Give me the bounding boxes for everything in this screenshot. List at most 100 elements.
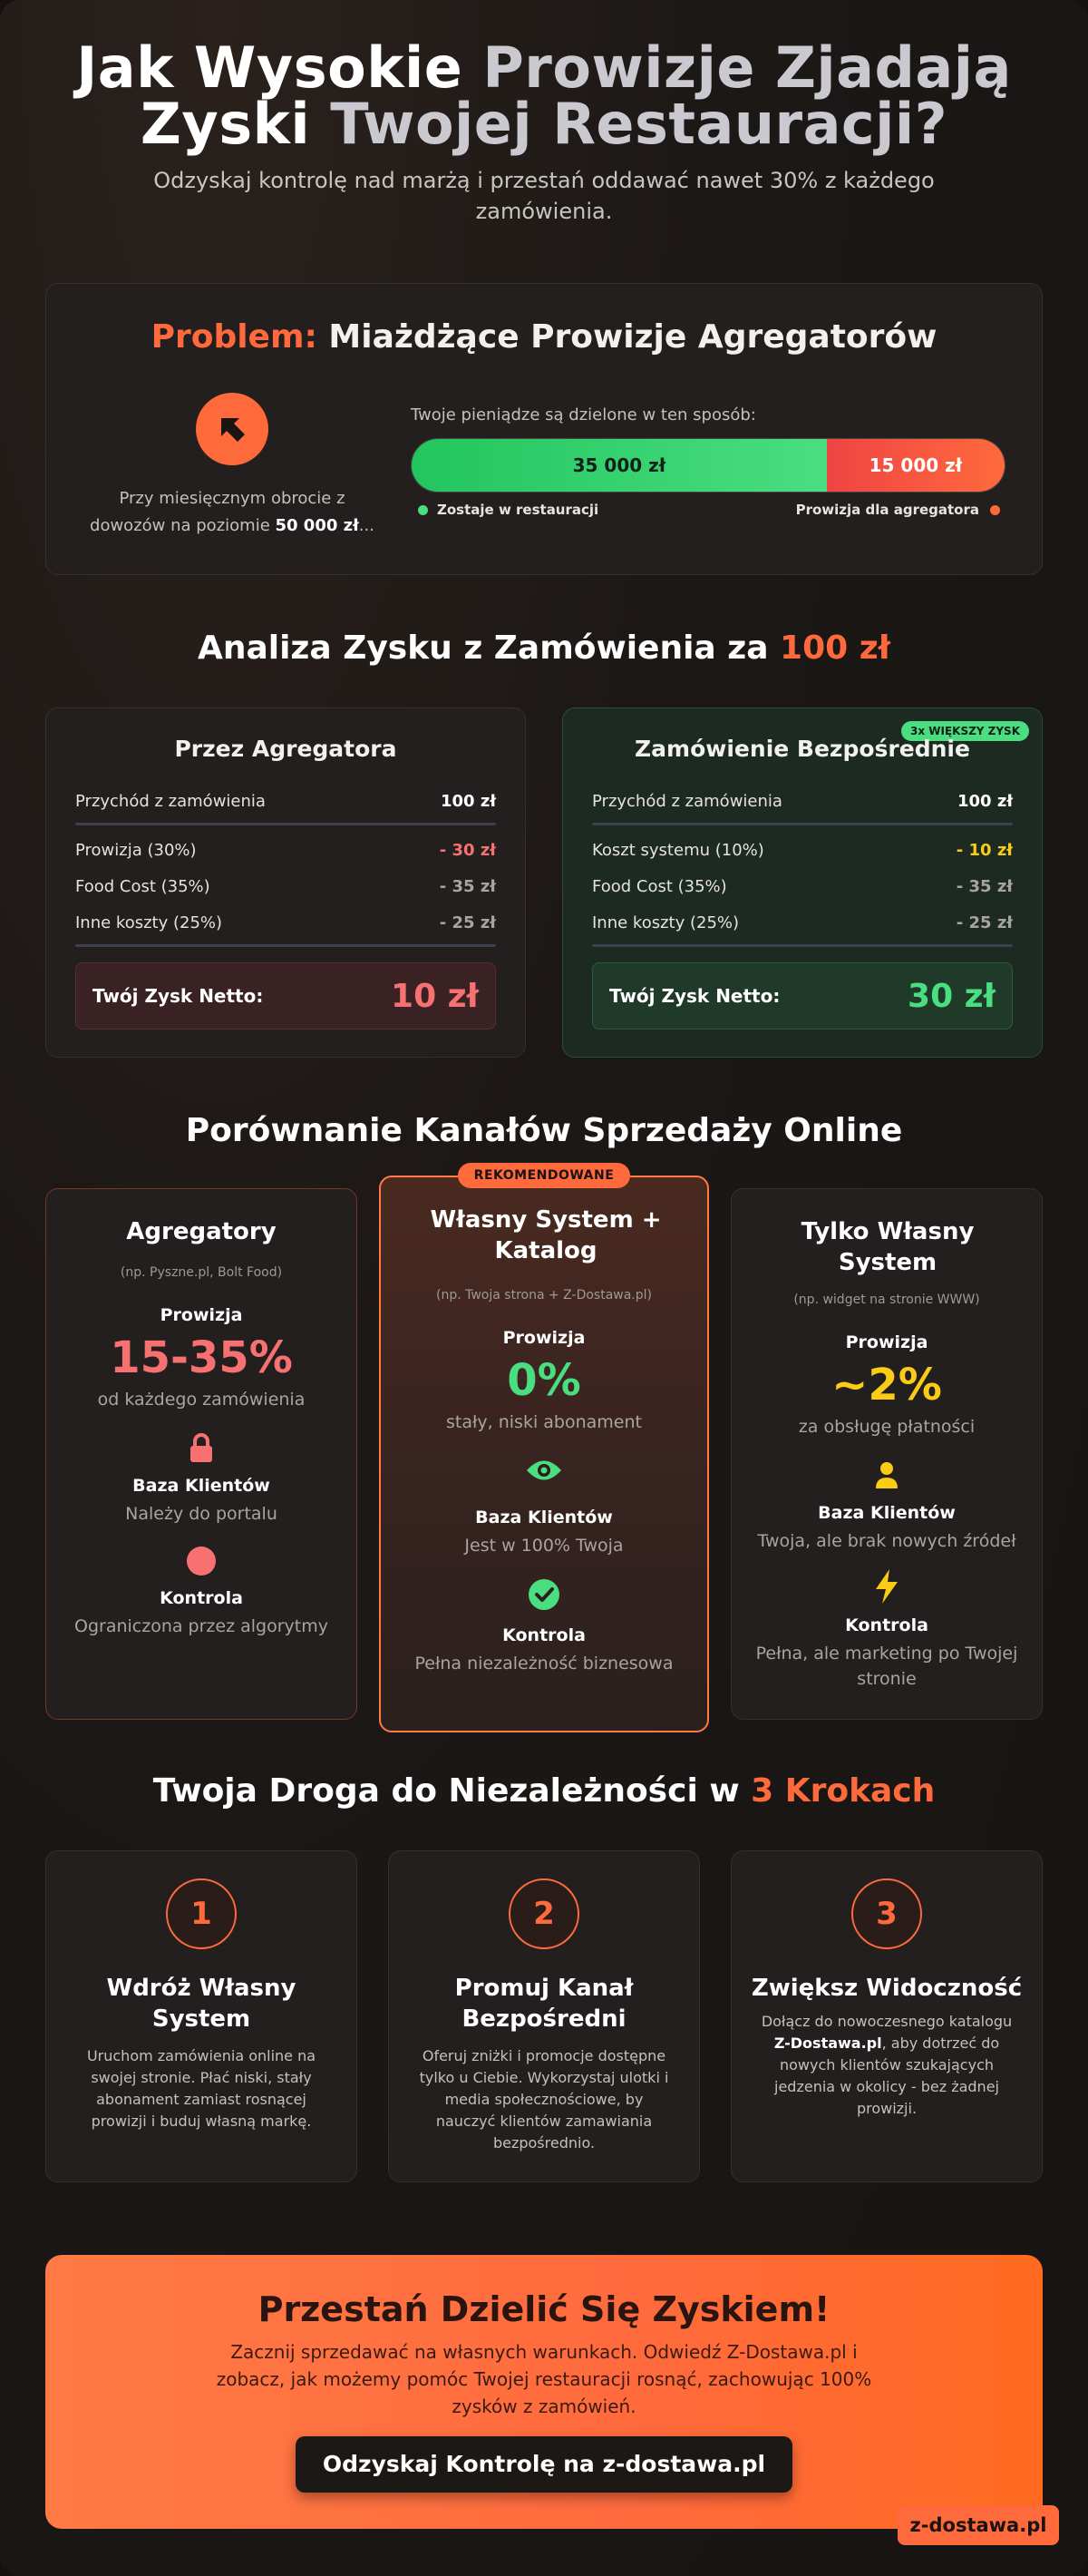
- step-text-part: , aby dotrzeć do nowych klientów szukają…: [774, 2034, 1000, 2117]
- channel-card-aggregators: Agregatory (np. Pyszne.pl, Bolt Food) Pr…: [45, 1188, 357, 1720]
- row-label: Przychód z zamówienia: [592, 792, 782, 811]
- aggregator-share: 15 000 zł: [826, 439, 1005, 492]
- row-value: 100 zł: [441, 792, 496, 811]
- channel-note: (np. Twoja strona + Z-Dostawa.pl): [436, 1288, 652, 1303]
- divider: [592, 944, 1013, 947]
- aggregator-analysis-card: Przez Agregatora Przychód z zamówienia 10…: [45, 707, 526, 1058]
- step-number: 3: [851, 1878, 922, 1949]
- row-label: Inne koszty (25%): [592, 913, 740, 932]
- channel-title: Tylko Własny System: [801, 1218, 975, 1276]
- direct-analysis-card: 3x WIĘKSZY ZYSK Zamówienie Bezpośrednie …: [562, 707, 1043, 1058]
- analysis-row: Koszt systemu (10%) - 10 zł: [592, 841, 1013, 860]
- net-profit-label: Twój Zysk Netto:: [609, 985, 781, 1007]
- row-value: - 10 zł: [956, 841, 1013, 860]
- divider: [75, 944, 496, 947]
- page-subtitle: Odzyskaj kontrolę nad marżą i przestań o…: [153, 168, 935, 224]
- heading-text: Twoja Droga do Niezależności w: [152, 1772, 752, 1810]
- problem-text-ellipsis: ...: [358, 516, 374, 535]
- problem-card: Problem: Miażdżące Prowizje Agregatorów …: [45, 283, 1043, 575]
- heading-accent: 3 Krokach: [751, 1772, 936, 1810]
- legend-restaurant: Zostaje w restauracji: [418, 502, 598, 518]
- green-dot-icon: [418, 505, 428, 515]
- net-profit-value: 30 zł: [908, 977, 996, 1015]
- check-circle-icon: [528, 1578, 560, 1611]
- card-title: Przez Agregatora: [174, 736, 397, 762]
- channel-note: (np. Pyszne.pl, Bolt Food): [120, 1265, 283, 1280]
- base-desc: Należy do portalu: [125, 1504, 277, 1524]
- commission-desc: za obsługę płatności: [798, 1417, 976, 1437]
- commission-label: Prowizja: [160, 1305, 243, 1325]
- step-number: 1: [166, 1878, 237, 1949]
- row-label: Inne koszty (25%): [75, 913, 223, 932]
- row-label: Food Cost (35%): [75, 877, 210, 896]
- legend-aggregator: Prowizja dla agregatora: [796, 502, 1000, 518]
- net-profit-label: Twój Zysk Netto:: [92, 985, 264, 1007]
- cta-title: Przestań Dzielić Się Zyskiem!: [257, 2289, 831, 2329]
- analysis-row: Food Cost (35%) - 35 zł: [592, 877, 1013, 896]
- step-card-2: 2 Promuj Kanał Bezpośredni Oferuj zniżki…: [388, 1850, 700, 2182]
- heading-accent: 100 zł: [780, 629, 891, 667]
- row-label: Food Cost (35%): [592, 877, 727, 896]
- bolt-icon: [870, 1568, 903, 1605]
- channel-note: (np. widget na stronie WWW): [793, 1293, 980, 1307]
- step-title: Zwiększ Widoczność: [751, 1975, 1023, 2002]
- row-label: Prowizja (30%): [75, 841, 197, 860]
- step-number: 2: [509, 1878, 579, 1949]
- problem-title: Problem: Miażdżące Prowizje Agregatorów: [46, 318, 1042, 356]
- row-value: 100 zł: [957, 792, 1013, 811]
- problem-turnover: 50 000 zł: [275, 516, 359, 535]
- control-label: Kontrola: [502, 1625, 586, 1645]
- step-text-part: Dołącz do nowoczesnego katalogu: [761, 2013, 1013, 2030]
- steps-heading: Twoja Droga do Niezależności w 3 Krokach: [0, 1772, 1088, 1810]
- channel-card-own-system-only: Tylko Własny System (np. widget na stron…: [731, 1188, 1043, 1720]
- brand-link[interactable]: z-dostawa.pl: [898, 2505, 1059, 2545]
- cta-banner: Przestań Dzielić Się Zyskiem! Zacznij sp…: [45, 2255, 1043, 2529]
- cta-button[interactable]: Odzyskaj Kontrolę na z-dostawa.pl: [296, 2436, 792, 2493]
- channel-title: Agregatory: [126, 1218, 277, 1245]
- page-title: Jak Wysokie Prowizje Zjadają Zyski Twoje…: [0, 40, 1088, 152]
- title-part: Prowizje Zjadają: [482, 34, 1012, 101]
- net-profit-box: Twój Zysk Netto: 30 zł: [592, 962, 1013, 1029]
- step-text: Uruchom zamówienia online na swojej stro…: [86, 2047, 316, 2130]
- commission-value: 0%: [507, 1355, 581, 1406]
- channel-card-own-system-catalog: Własny System + Katalog (np. Twoja stron…: [379, 1176, 709, 1732]
- arrow-up-left-icon: [196, 393, 268, 465]
- analysis-row: Inne koszty (25%) - 25 zł: [75, 913, 496, 932]
- problem-description: Przy miesięcznym obrocie z dowozów na po…: [83, 485, 382, 540]
- problem-title-accent: Problem:: [151, 318, 317, 356]
- row-value: - 25 zł: [956, 913, 1013, 932]
- title-part: Twojej Restauracji?: [330, 91, 948, 157]
- commission-desc: od każdego zamówienia: [97, 1390, 306, 1410]
- row-label: Koszt systemu (10%): [592, 841, 764, 860]
- split-label: Twoje pieniądze są dzielone w ten sposób…: [411, 405, 756, 424]
- analysis-row: Przychód z zamówienia 100 zł: [592, 792, 1013, 811]
- commission-label: Prowizja: [845, 1332, 928, 1352]
- analysis-heading: Analiza Zysku z Zamówienia za 100 zł: [0, 629, 1088, 667]
- title-part: Jak Wysokie: [76, 34, 483, 101]
- title-part: Zyski: [140, 91, 331, 157]
- base-label: Baza Klientów: [818, 1503, 956, 1523]
- commission-label: Prowizja: [502, 1328, 586, 1348]
- net-profit-value: 10 zł: [391, 977, 479, 1015]
- user-icon: [871, 1459, 902, 1490]
- divider: [75, 823, 496, 825]
- control-label: Kontrola: [845, 1615, 928, 1635]
- recommended-badge: REKOMENDOWANE: [458, 1163, 630, 1188]
- commission-value: ~2%: [831, 1360, 942, 1410]
- heading-text: Analiza Zysku z Zamówienia za: [197, 629, 781, 667]
- base-desc: Jest w 100% Twoja: [464, 1536, 624, 1556]
- step-card-3: 3 Zwiększ Widoczność Dołącz do nowoczesn…: [731, 1850, 1043, 2182]
- control-desc: Pełna, ale marketing po Twojej stronie: [755, 1644, 1018, 1689]
- analysis-row: Food Cost (35%) - 35 zł: [75, 877, 496, 896]
- step-text: Dołącz do nowoczesnego katalogu Z-Dostaw…: [759, 2011, 1015, 2120]
- eye-icon: [524, 1455, 564, 1486]
- row-value: - 30 zł: [439, 841, 496, 860]
- row-value: - 35 zł: [956, 877, 1013, 896]
- bigger-profit-badge: 3x WIĘKSZY ZYSK: [900, 721, 1029, 741]
- net-profit-box: Twój Zysk Netto: 10 zł: [75, 962, 496, 1029]
- analysis-row: Inne koszty (25%) - 25 zł: [592, 913, 1013, 932]
- row-value: - 25 zł: [439, 913, 496, 932]
- commission-desc: stały, niski abonament: [446, 1412, 642, 1432]
- analysis-row: Prowizja (30%) - 30 zł: [75, 841, 496, 860]
- base-label: Baza Klientów: [475, 1508, 613, 1527]
